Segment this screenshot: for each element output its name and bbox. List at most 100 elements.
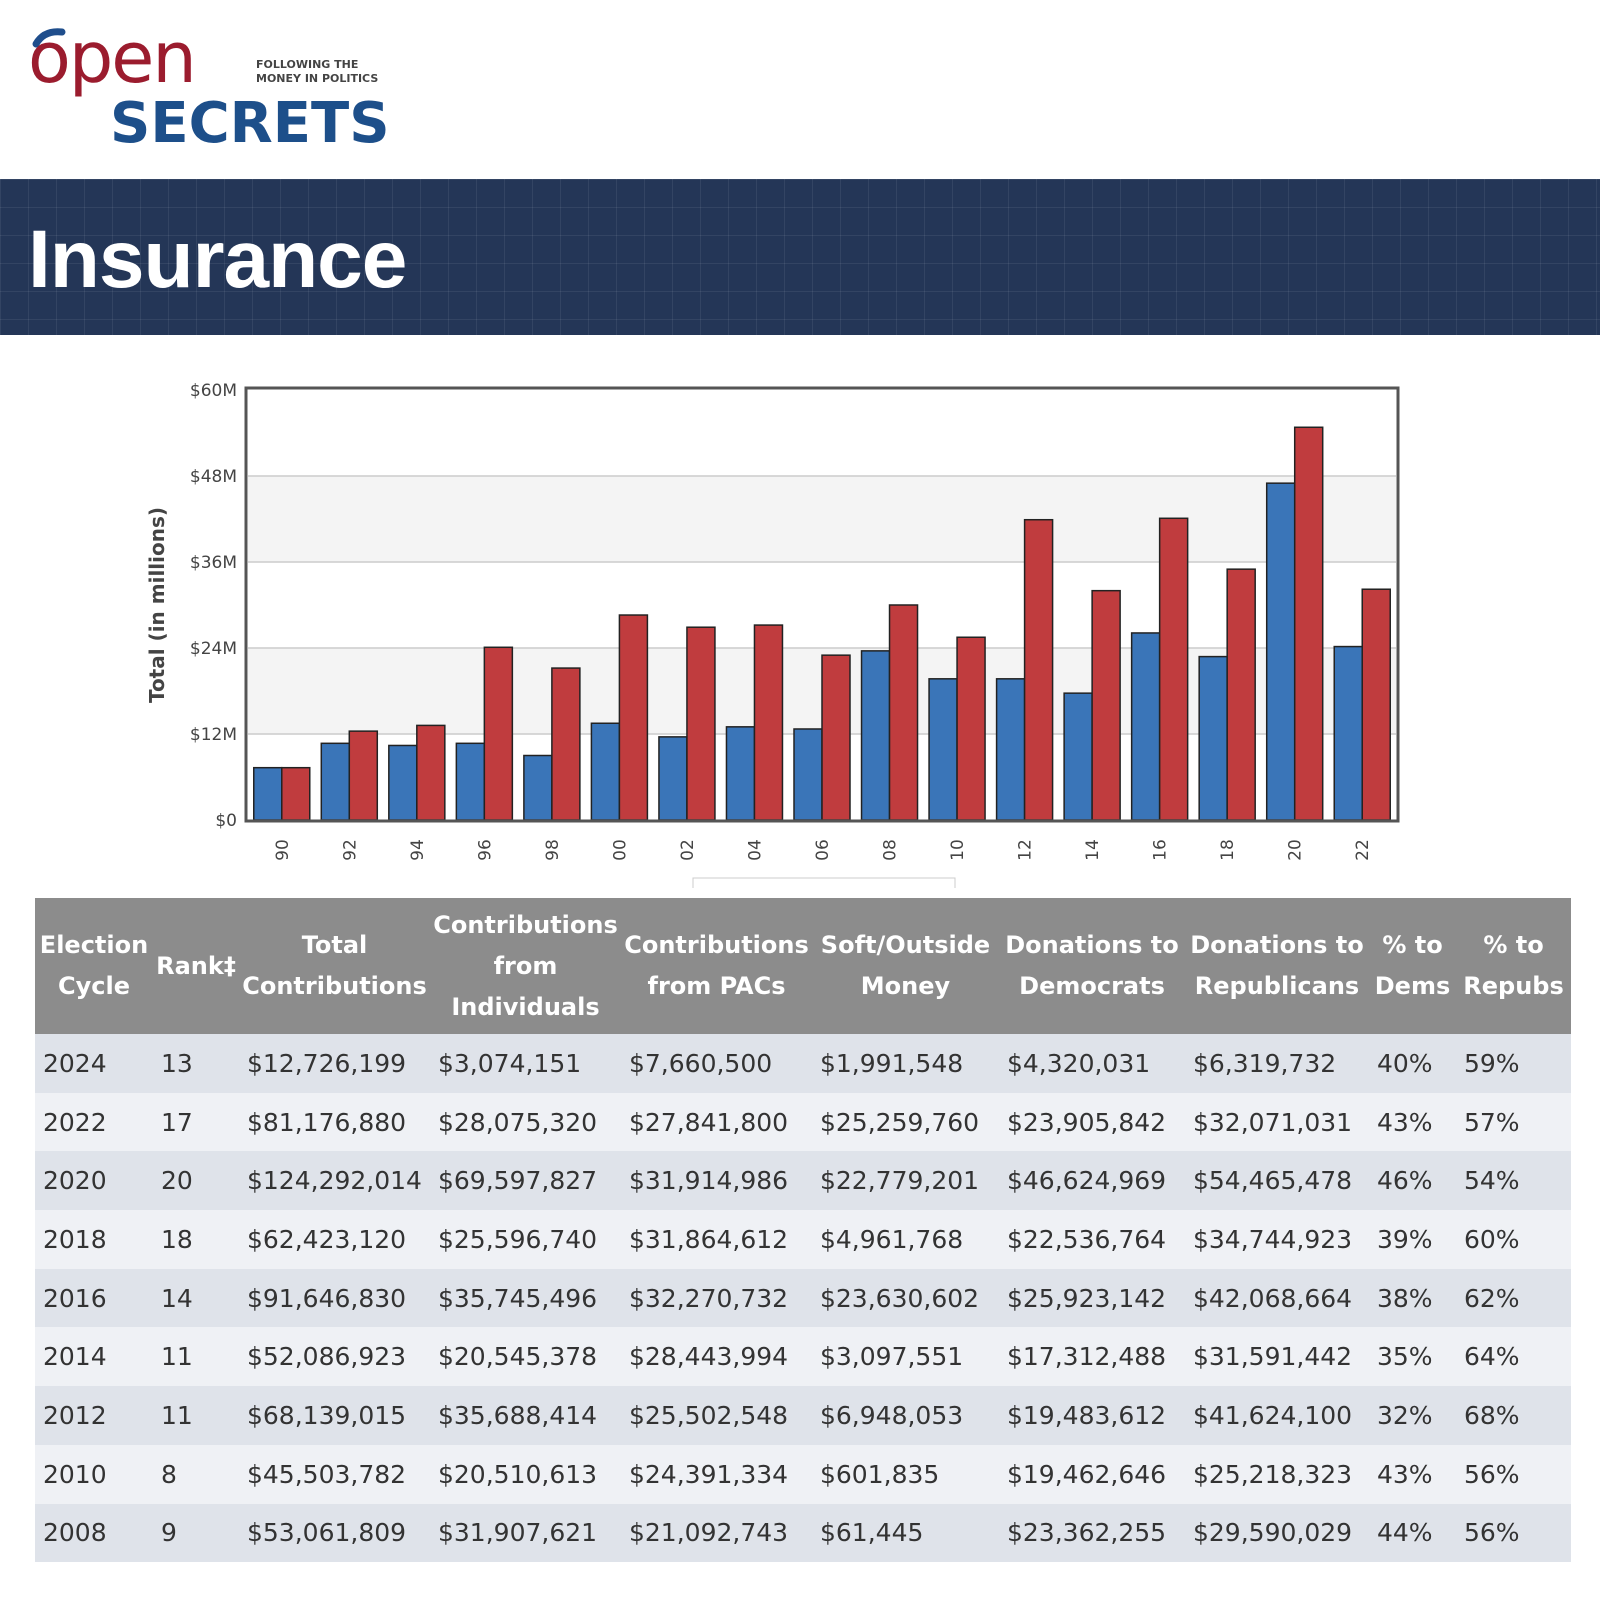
- bar-rep-12[interactable]: [1023, 518, 1054, 821]
- column-header[interactable]: Soft/Outside Money: [812, 898, 999, 1034]
- bar-dem-00[interactable]: [590, 722, 621, 821]
- table-cell: 2016: [35, 1268, 153, 1328]
- table-cell: 2024: [35, 1034, 153, 1093]
- column-header-line: Republicans: [1194, 972, 1360, 1000]
- bar-dem-96[interactable]: [455, 742, 486, 821]
- column-header[interactable]: Election Cycle: [35, 898, 153, 1034]
- bar-dem-04[interactable]: [725, 726, 756, 821]
- table-cell: $46,624,969: [999, 1151, 1185, 1211]
- bar-rep-22[interactable]: [1361, 588, 1391, 821]
- bar-rep-00[interactable]: [618, 614, 649, 821]
- table-cell: $6,319,732: [1185, 1034, 1369, 1093]
- opensecrets-logo[interactable]: open FOLLOWING THE MONEY IN POLITICS SEC…: [22, 22, 422, 152]
- bar-dem-14[interactable]: [1063, 692, 1093, 821]
- column-header-line: Donations to: [1005, 931, 1179, 959]
- table-cell: 14: [153, 1268, 239, 1328]
- table-cell: $124,292,014: [239, 1151, 430, 1211]
- table-cell: $22,779,201: [812, 1151, 999, 1211]
- bar-rep-16[interactable]: [1158, 517, 1189, 821]
- column-header-line: Contributions: [624, 931, 809, 959]
- x-tick-label: 96: [475, 839, 495, 861]
- table-cell: $81,176,880: [239, 1092, 430, 1152]
- bar-rep-08[interactable]: [888, 604, 919, 821]
- plot-frame: [244, 386, 1400, 823]
- column-header[interactable]: Total Contributions: [239, 898, 430, 1034]
- table-cell: 2010: [35, 1444, 153, 1504]
- table-cell: $25,259,760: [812, 1092, 999, 1152]
- bar-rep-94[interactable]: [416, 724, 446, 821]
- bar-dem-90[interactable]: [253, 766, 283, 821]
- x-tick-label: 08: [881, 839, 901, 861]
- table-cell: 2020: [35, 1151, 153, 1211]
- bar-rep-96[interactable]: [483, 646, 514, 821]
- column-header[interactable]: Donations to Democrats: [999, 898, 1185, 1034]
- bar-dem-06[interactable]: [793, 728, 823, 821]
- table-cell: $17,312,488: [999, 1327, 1185, 1387]
- column-header[interactable]: % to Repubs: [1456, 898, 1571, 1034]
- table-cell: 11: [153, 1327, 239, 1387]
- bar-dem-22[interactable]: [1333, 645, 1363, 821]
- table-cell: 60%: [1456, 1210, 1571, 1269]
- bar-dem-18[interactable]: [1198, 655, 1228, 821]
- bar-rep-10[interactable]: [956, 636, 986, 821]
- column-header-line: Total: [301, 931, 368, 959]
- bar-dem-98[interactable]: [523, 754, 553, 821]
- logo-open-word: open: [28, 22, 195, 99]
- page-banner: Insurance: [0, 179, 1600, 335]
- x-tick-label: 90: [273, 839, 293, 861]
- column-header[interactable]: Contributions from Individuals: [430, 898, 621, 1034]
- table-cell: 68%: [1456, 1386, 1571, 1445]
- logo-tagline-1: FOLLOWING THE: [256, 58, 358, 71]
- table-cell: $12,726,199: [239, 1034, 430, 1093]
- column-header-line: Contributions: [433, 910, 618, 939]
- table-row: 2022 17 $81,176,880 $28,075,320 $27,841,800 $…: [35, 1092, 1571, 1152]
- bar-dem-02[interactable]: [658, 736, 688, 821]
- bar-dem-92[interactable]: [320, 742, 351, 821]
- table-cell: 43%: [1369, 1444, 1456, 1504]
- bar-dem-08[interactable]: [860, 650, 891, 821]
- bar-dem-10[interactable]: [928, 678, 958, 821]
- table-cell: $23,362,255: [999, 1503, 1185, 1563]
- bar-dem-94[interactable]: [388, 744, 418, 821]
- table-cell: $22,536,764: [999, 1210, 1185, 1269]
- bar-rep-04[interactable]: [753, 624, 784, 821]
- column-header[interactable]: Donations to Republicans: [1185, 898, 1369, 1034]
- bar-rep-06[interactable]: [821, 654, 851, 821]
- table-cell: $32,071,031: [1185, 1092, 1369, 1152]
- x-tick-label: 06: [813, 839, 833, 861]
- y-tick-label: $60M: [190, 381, 237, 401]
- table-cell: $28,443,994: [621, 1327, 812, 1387]
- bar-dem-16[interactable]: [1130, 632, 1161, 821]
- table-row: 2020 20 $124,292,014 $69,597,827 $31,914,986…: [35, 1151, 1571, 1211]
- bar-rep-20[interactable]: [1293, 426, 1324, 821]
- table-cell: 8: [153, 1444, 239, 1504]
- bar-rep-90[interactable]: [281, 766, 311, 821]
- table-cell: 18: [153, 1210, 239, 1269]
- logo-swoosh: [32, 28, 66, 48]
- logo-secrets-word: SECRETS: [110, 91, 390, 152]
- table-cell: 46%: [1369, 1151, 1456, 1211]
- table-cell: $31,591,442: [1185, 1327, 1369, 1387]
- bar-rep-14[interactable]: [1091, 589, 1121, 821]
- bar-rep-92[interactable]: [348, 730, 379, 821]
- column-header[interactable]: Contributions from PACs: [621, 898, 812, 1034]
- table-cell: $25,923,142: [999, 1268, 1185, 1328]
- bar-dem-20[interactable]: [1265, 482, 1296, 821]
- y-tick-label: $0: [215, 811, 237, 831]
- column-header-line: % to: [1382, 931, 1443, 959]
- bar-dem-12[interactable]: [995, 678, 1026, 821]
- logo-tagline-2: MONEY IN POLITICS: [256, 72, 378, 85]
- x-tick-label: 22: [1353, 839, 1373, 861]
- column-header[interactable]: Rank‡: [153, 898, 239, 1034]
- column-header[interactable]: % to Dems: [1369, 898, 1456, 1034]
- x-tick-label: 98: [543, 839, 563, 861]
- table-cell: $53,061,809: [239, 1503, 430, 1563]
- bar-rep-98[interactable]: [551, 667, 581, 821]
- table-cell: $52,086,923: [239, 1327, 430, 1387]
- table-cell: $25,596,740: [430, 1210, 621, 1269]
- table-cell: $21,092,743: [621, 1503, 812, 1563]
- table-row: 2024 13 $12,726,199 $3,074,151 $7,660,500 $1,…: [35, 1034, 1571, 1093]
- table-row: 2018 18 $62,423,120 $25,596,740 $31,864,612 $…: [35, 1210, 1571, 1269]
- bar-rep-02[interactable]: [686, 626, 716, 821]
- bar-rep-18[interactable]: [1226, 568, 1256, 821]
